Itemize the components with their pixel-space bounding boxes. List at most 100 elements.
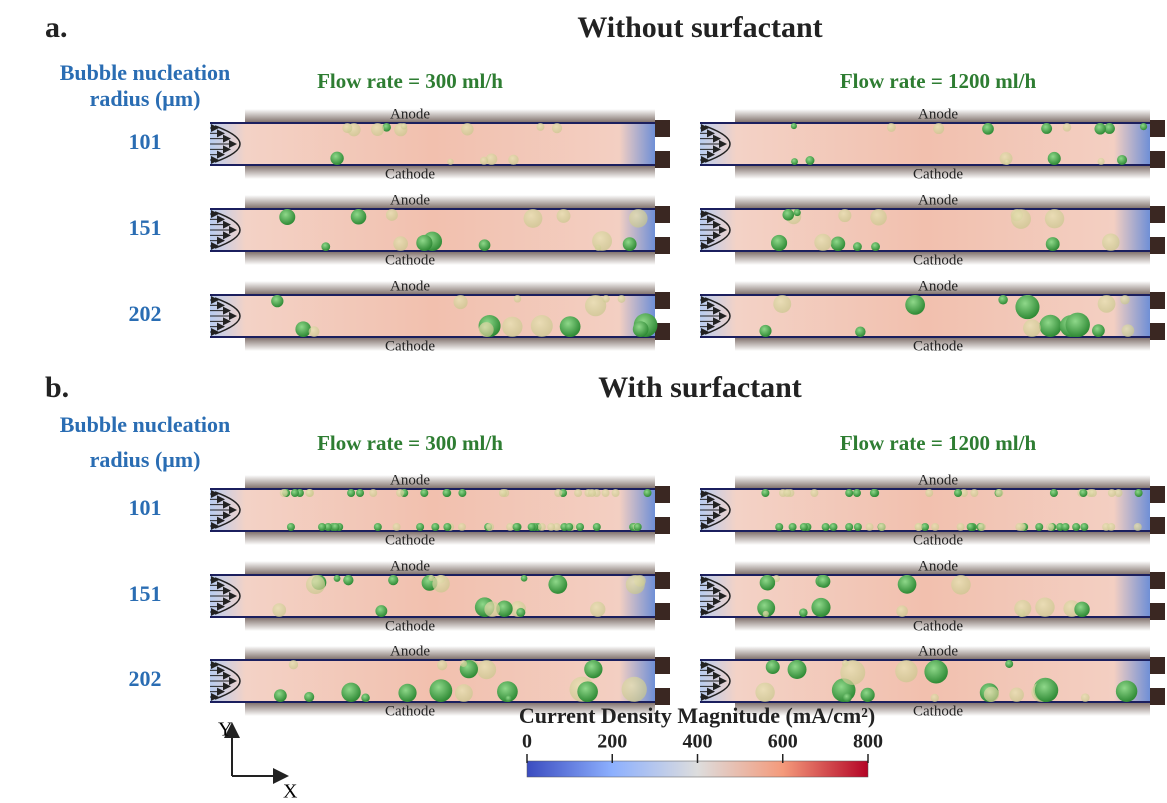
bubble [602,489,610,497]
outlet [1150,603,1165,620]
bubble [957,523,965,531]
anode-label: Anode [918,472,958,488]
anode-label: Anode [918,643,958,659]
wall [245,195,655,209]
bubble [371,123,384,136]
outlet [655,206,670,223]
bubble [386,209,398,221]
bubble [514,295,522,303]
bubble [560,316,581,337]
row-header: radius (μm) [90,447,201,472]
bubble [1035,598,1054,617]
row-label: 151 [129,581,162,606]
bubble [1061,523,1069,531]
bubble [766,660,780,674]
channel: Anode Cathode [210,106,670,182]
column-header: Flow rate = 1200 ml/h [840,69,1037,93]
cathode-label: Cathode [385,703,435,719]
bubble [479,239,491,251]
bubble [951,575,971,595]
bubble [773,295,791,313]
bubble [443,523,451,531]
cathode-label: Cathode [913,703,963,719]
bubble [375,605,387,617]
bubble [521,575,528,582]
bubble [805,156,814,165]
cathode-label: Cathode [385,252,435,268]
colorbar-tick-label: 800 [853,731,883,753]
bubble [393,236,408,251]
cathode-label: Cathode [385,166,435,182]
bubble [905,295,925,315]
bubble [1116,681,1137,702]
channel: AnodeCathode [210,192,670,268]
outlet [655,292,670,309]
bubble [633,321,649,337]
colorbar-tick-label: 400 [683,731,713,753]
bubble [443,489,451,497]
bubble [447,159,453,165]
bubble [342,123,352,133]
bubble [931,523,939,531]
bubble [341,683,360,702]
anode-label: Anode [390,106,430,122]
bubble [369,489,377,497]
bubble [565,523,573,531]
bubble [280,489,288,497]
bubble [870,209,887,226]
bubble [1134,523,1142,531]
anode-label: Anode [390,558,430,574]
bubble [309,326,320,337]
anode-label: Anode [918,278,958,294]
panel-title: With surfactant [598,371,802,404]
bubble [557,209,571,223]
bubble [1015,295,1039,319]
outlet [1150,323,1165,340]
bubble [791,123,797,129]
outlet [655,120,670,137]
bubble [1005,660,1013,668]
colorbar-tick-label: 200 [597,731,627,753]
bubble [853,489,861,497]
bubble [933,123,944,134]
bubble [829,523,837,531]
bubble [1041,123,1052,134]
bubble [818,575,831,588]
bubble [838,209,851,222]
bubble [528,523,536,531]
wall [245,165,655,179]
bubble [304,692,314,702]
anode-label: Anode [918,106,958,122]
bubble [1094,123,1106,135]
outlet [655,237,670,254]
bubble [771,235,787,251]
bubble [321,242,330,251]
outlet [655,151,670,168]
bubble [896,605,908,617]
bubble [898,575,917,594]
bubble [1063,123,1072,132]
bubble [995,489,1003,497]
bubble [783,489,791,497]
anode-label: Anode [390,472,430,488]
bubble [592,231,612,251]
bubble [998,295,1008,305]
bubble [931,694,939,702]
bubble [791,158,798,165]
outlet [655,517,670,534]
bubble [782,209,794,221]
bubble [602,295,610,303]
wall [245,531,655,545]
channel: AnodeCathode [210,558,670,634]
bubble [1048,152,1061,165]
bubble [1079,489,1087,497]
bubble [970,489,978,497]
outlet [1150,151,1165,168]
cathode-label: Cathode [385,532,435,548]
bubble [870,489,878,497]
outlet [655,657,670,674]
outlet [1150,517,1165,534]
wall [245,617,655,631]
bubble [361,693,370,702]
colorbar [527,761,868,777]
